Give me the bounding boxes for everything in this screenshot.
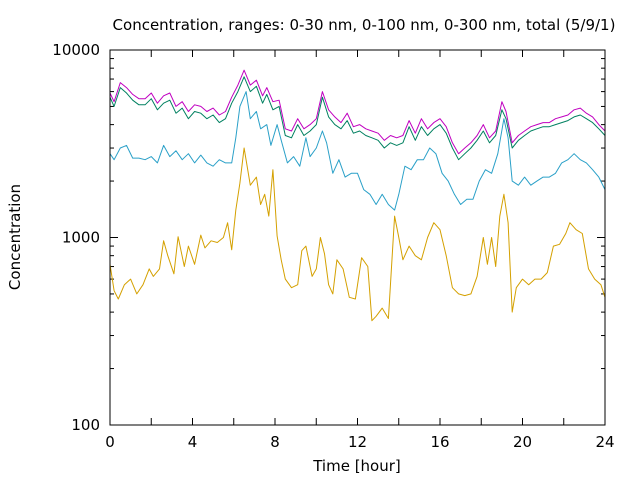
- axis-ticks: 0 4 8 12 16 20 24 100 1000 10000: [52, 41, 614, 451]
- x-tick-label: 4: [188, 433, 198, 451]
- x-tick-label: 12: [348, 433, 367, 451]
- plot-frame: [109, 49, 606, 426]
- chart-title: Concentration, ranges: 0-30 nm, 0-100 nm…: [113, 16, 616, 34]
- series-line-2: [109, 91, 606, 211]
- x-tick-label: 0: [105, 433, 115, 451]
- y-tick-label: 10000: [52, 41, 100, 59]
- y-tick-label: 100: [71, 416, 100, 434]
- x-tick-label: 8: [270, 433, 280, 451]
- y-axis-label: Concentration: [6, 184, 24, 290]
- y-tick-label: 1000: [62, 229, 100, 247]
- series-line-1: [109, 147, 606, 322]
- series-line-3: [109, 76, 606, 161]
- x-axis-label: Time [hour]: [312, 457, 401, 475]
- x-tick-label: 16: [430, 433, 449, 451]
- x-tick-label: 20: [513, 433, 532, 451]
- series-line-4: [109, 69, 606, 155]
- series-group: [109, 69, 606, 322]
- x-tick-label: 24: [595, 433, 614, 451]
